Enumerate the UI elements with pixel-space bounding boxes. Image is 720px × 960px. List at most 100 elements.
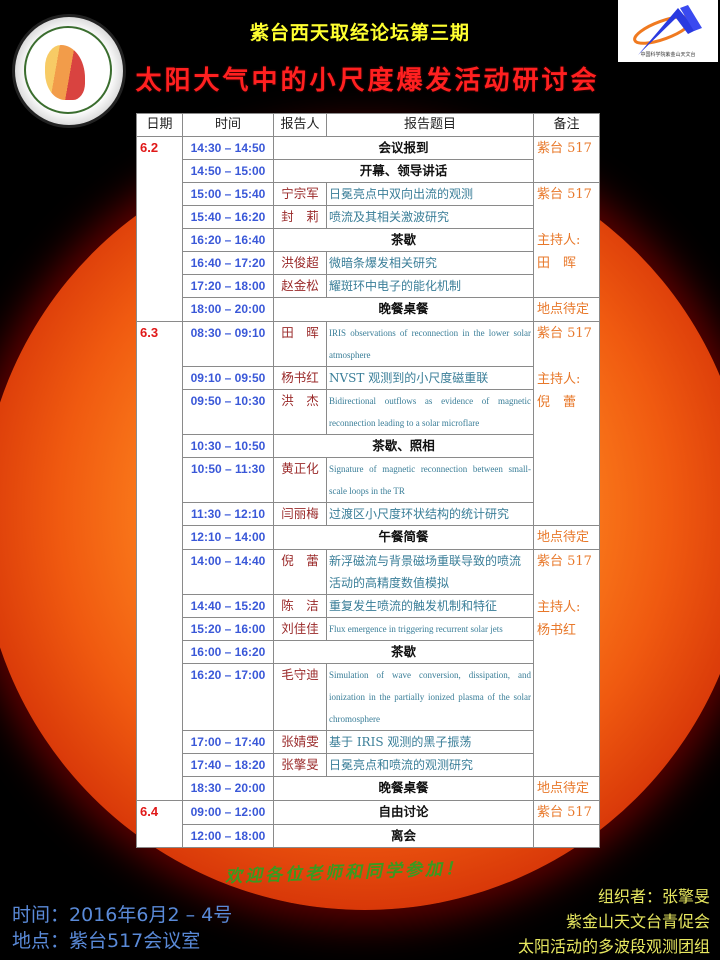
speaker-cell: 洪俊超 bbox=[273, 251, 327, 275]
organizer-group-2: 太阳活动的多波段观测团组 bbox=[517, 937, 710, 956]
talk-title-cell: Flux emergence in triggering recurrent s… bbox=[326, 617, 534, 641]
time-cell: 14:50 – 15:00 bbox=[182, 159, 274, 183]
talk-title-cell: Bidirectional outflows as evidence of ma… bbox=[326, 389, 534, 435]
note-cell: 地点待定 bbox=[533, 776, 600, 801]
time-cell: 17:00 – 17:40 bbox=[182, 730, 274, 754]
table-row: 09:10 – 09:50 杨书红 NVST 观测到的小尺度磁重联 bbox=[137, 366, 600, 390]
note-cell bbox=[533, 824, 600, 848]
event-cell: 自由讨论 bbox=[273, 800, 534, 825]
note-cell: 紫台 517 主持人: 田 晖 bbox=[533, 182, 600, 298]
time-cell: 17:40 – 18:20 bbox=[182, 753, 274, 777]
time-cell: 12:10 – 14:00 bbox=[182, 525, 274, 550]
table-row: 12:10 – 14:00 午餐简餐 地点待定 bbox=[137, 525, 600, 550]
time-cell: 08:30 – 09:10 bbox=[182, 321, 274, 367]
note-cell: 紫台 517 bbox=[533, 136, 600, 183]
header-title: 报告题目 bbox=[326, 113, 534, 137]
table-row: 6.4 09:00 – 12:00 自由讨论 紫台 517 bbox=[136, 800, 600, 848]
speaker-cell: 杨书红 bbox=[273, 366, 327, 390]
table-row: 10:50 – 11:30 黄正化 Signature of magnetic re… bbox=[137, 457, 600, 503]
table-row: 16:00 – 16:20 茶歇 bbox=[137, 640, 600, 664]
table-row: 12:00 – 18:00 离会 bbox=[137, 824, 600, 848]
talk-title-cell: 耀斑环中电子的能化机制 bbox=[326, 274, 534, 298]
speaker-cell: 陈 洁 bbox=[273, 594, 327, 618]
talk-title-cell: 新浮磁流与背景磁场重联导致的喷流活动的高精度数值模拟 bbox=[326, 549, 534, 595]
note-cell: 紫台 517 主持人: 倪 蕾 bbox=[533, 321, 600, 526]
speaker-cell: 赵金松 bbox=[273, 274, 327, 298]
speaker-cell: 倪 蕾 bbox=[273, 549, 327, 595]
youth-innovation-logo bbox=[12, 14, 126, 128]
table-row: 10:30 – 10:50 茶歇、照相 bbox=[137, 434, 600, 458]
time-cell: 14:40 – 15:20 bbox=[182, 594, 274, 618]
table-row: 17:00 – 17:40 张婧雯 基于 IRIS 观测的黑子振荡 bbox=[137, 730, 600, 754]
time-cell: 09:50 – 10:30 bbox=[182, 389, 274, 435]
header-time: 时间 bbox=[182, 113, 274, 137]
time-cell: 16:00 – 16:20 bbox=[182, 640, 274, 664]
note-cell: 紫台 517 bbox=[533, 800, 600, 825]
table-row: 16:20 – 16:40 茶歇 bbox=[137, 228, 600, 252]
time-cell: 14:30 – 14:50 bbox=[182, 136, 274, 160]
time-cell: 18:00 – 20:00 bbox=[182, 297, 274, 322]
event-cell: 晚餐桌餐 bbox=[273, 297, 534, 322]
table-row: 16:40 – 17:20 洪俊超 微暗条爆发相关研究 bbox=[137, 251, 600, 275]
speaker-cell: 洪 杰 bbox=[273, 389, 327, 435]
speaker-cell: 封 莉 bbox=[273, 205, 327, 229]
note-cell: 地点待定 bbox=[533, 525, 600, 550]
time-cell: 09:00 – 12:00 bbox=[182, 800, 274, 825]
time-cell: 12:00 – 18:00 bbox=[182, 824, 274, 848]
schedule-table: 日期 时间 报告人 报告题目 备注 6.2 14:30 – 14:50 会议报到 紫台… bbox=[136, 113, 600, 848]
logo-ring bbox=[24, 26, 112, 114]
event-cell: 茶歇 bbox=[273, 640, 534, 664]
header-note: 备注 bbox=[533, 113, 600, 137]
speaker-cell: 张擎旻 bbox=[273, 753, 327, 777]
event-cell: 茶歇 bbox=[273, 228, 534, 252]
header-speaker: 报告人 bbox=[273, 113, 327, 137]
event-cell: 晚餐桌餐 bbox=[273, 776, 534, 801]
time-cell: 16:20 – 17:00 bbox=[182, 663, 274, 731]
table-row: 14:40 – 15:20 陈 洁重复发生喷流的触发机制和特征 bbox=[137, 594, 600, 618]
time-cell: 15:00 – 15:40 bbox=[182, 182, 274, 206]
event-cell: 茶歇、照相 bbox=[273, 434, 534, 458]
time-cell: 17:20 – 18:00 bbox=[182, 274, 274, 298]
date-cell: 6.4 bbox=[136, 800, 183, 848]
table-row: 6.2 14:30 – 14:50 会议报到 紫台 517 bbox=[136, 136, 600, 322]
note-cell: 地点待定 bbox=[533, 297, 600, 322]
event-cell: 午餐简餐 bbox=[273, 525, 534, 550]
speaker-cell: 闫丽梅 bbox=[273, 502, 327, 526]
table-row: 14:00 – 14:40 倪 蕾新浮磁流与背景磁场重联导致的喷流活动的高精度数值… bbox=[137, 549, 600, 777]
speaker-cell: 宁宗军 bbox=[273, 182, 327, 206]
speaker-cell: 张婧雯 bbox=[273, 730, 327, 754]
time-cell: 10:30 – 10:50 bbox=[182, 434, 274, 458]
table-row: 16:20 – 17:00 毛守迪 Simulation of wave conve… bbox=[137, 663, 600, 731]
pmo-logo-caption: 中国科学院紫金山天文台 bbox=[640, 52, 696, 58]
talk-title-cell: 日冕亮点和喷流的观测研究 bbox=[326, 753, 534, 777]
event-cell: 开幕、领导讲话 bbox=[273, 159, 534, 183]
time-cell: 16:40 – 17:20 bbox=[182, 251, 274, 275]
time-cell: 18:30 – 20:00 bbox=[182, 776, 274, 801]
speaker-cell: 黄正化 bbox=[273, 457, 327, 503]
table-row: 17:20 – 18:00 赵金松 耀斑环中电子的能化机制 bbox=[137, 274, 600, 298]
table-row: 18:00 – 20:00 晚餐桌餐 地点待定 bbox=[137, 297, 600, 322]
talk-title-cell: NVST 观测到的小尺度磁重联 bbox=[326, 366, 534, 390]
speaker-cell: 田 晖 bbox=[273, 321, 327, 367]
time-cell: 15:20 – 16:00 bbox=[182, 617, 274, 641]
talk-title-cell: Simulation of wave conversion, dissipati… bbox=[326, 663, 534, 731]
talk-title-cell: 重复发生喷流的触发机制和特征 bbox=[326, 594, 534, 618]
organizer-group-1: 紫金山天文台青促会 bbox=[565, 912, 710, 931]
talk-title-cell: Signature of magnetic reconnection betwe… bbox=[326, 457, 534, 503]
table-row: 6.3 08:30 – 09:10 田 晖 IRIS observations of … bbox=[136, 321, 600, 801]
table-row: 15:00 – 15:40 宁宗军 日冕亮点中双向出流的观测 紫台 517 主持人: … bbox=[137, 182, 600, 298]
organizer: 组织者：张擎旻 bbox=[597, 887, 710, 906]
speaker-cell: 毛守迪 bbox=[273, 663, 327, 731]
talk-title-cell: 日冕亮点中双向出流的观测 bbox=[326, 182, 534, 206]
table-row: 11:30 – 12:10 闫丽梅 过渡区小尺度环状结构的统计研究 bbox=[137, 502, 600, 526]
table-row: 14:50 – 15:00 开幕、领导讲话 bbox=[137, 159, 600, 183]
pmo-logo: 中国科学院紫金山天文台 bbox=[618, 0, 718, 62]
talk-title-cell: 基于 IRIS 观测的黑子振荡 bbox=[326, 730, 534, 754]
table-row: 15:40 – 16:20 封 莉喷流及其相关激波研究 bbox=[137, 205, 600, 229]
table-row: 15:20 – 16:00 刘佳佳 Flux emergence in trigge… bbox=[137, 617, 600, 641]
event-info: 时间：2016年6月2 – 4号 地点：紫台517会议室 bbox=[12, 902, 232, 954]
time-cell: 10:50 – 11:30 bbox=[182, 457, 274, 503]
table-header-row: 日期 时间 报告人 报告题目 备注 bbox=[136, 113, 600, 137]
time-cell: 09:10 – 09:50 bbox=[182, 366, 274, 390]
page-title: 太阳大气中的小尺度爆发活动研讨会 bbox=[135, 66, 600, 96]
